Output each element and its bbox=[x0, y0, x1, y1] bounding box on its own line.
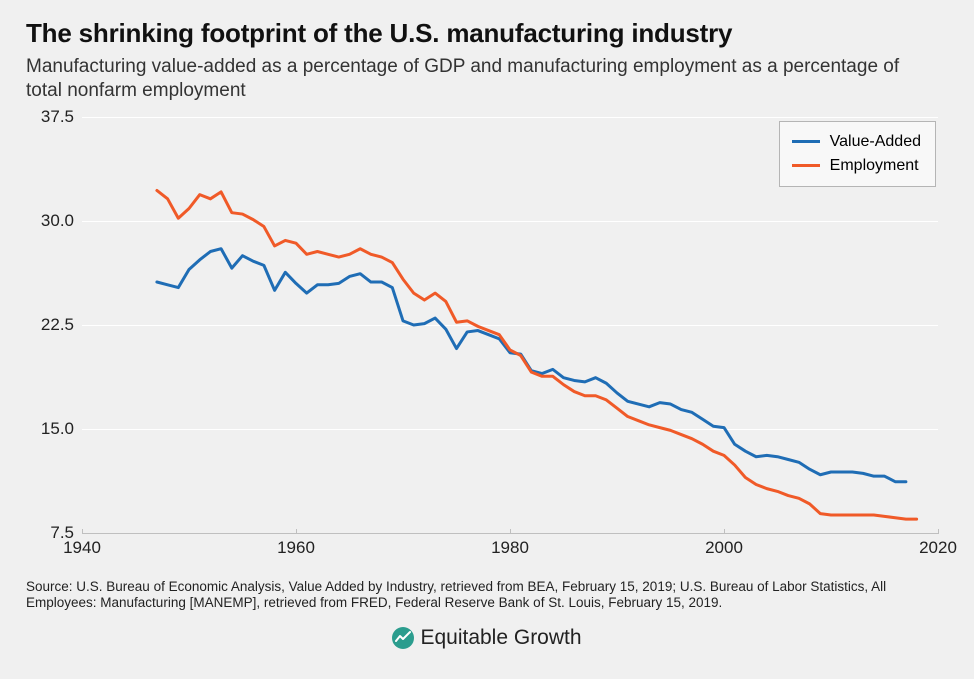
x-tick-mark bbox=[296, 529, 297, 534]
x-tick-label: 1960 bbox=[277, 538, 315, 558]
y-tick-label: 22.5 bbox=[41, 315, 74, 335]
y-axis: 7.515.022.530.037.5 bbox=[26, 117, 82, 557]
legend: Value-Added Employment bbox=[779, 121, 936, 187]
legend-swatch bbox=[792, 164, 820, 167]
x-tick-mark bbox=[938, 529, 939, 534]
series-line bbox=[157, 190, 917, 519]
y-tick-label: 37.5 bbox=[41, 107, 74, 127]
legend-swatch bbox=[792, 140, 820, 143]
x-tick-mark bbox=[724, 529, 725, 534]
x-axis: 19401960198020002020 bbox=[82, 533, 938, 557]
source-note: Source: U.S. Bureau of Economic Analysis… bbox=[26, 579, 948, 613]
plot-area: Value-Added Employment bbox=[82, 117, 938, 533]
figure-container: The shrinking footprint of the U.S. manu… bbox=[0, 0, 974, 679]
x-tick-label: 2020 bbox=[919, 538, 957, 558]
chart-title: The shrinking footprint of the U.S. manu… bbox=[26, 18, 948, 49]
series-line bbox=[157, 248, 906, 481]
brand-name: Equitable Growth bbox=[420, 626, 581, 650]
x-tick-mark bbox=[510, 529, 511, 534]
footer-brand: Equitable Growth bbox=[26, 626, 948, 650]
y-tick-label: 30.0 bbox=[41, 211, 74, 231]
brand-logo-icon bbox=[392, 627, 414, 649]
legend-item: Employment bbox=[792, 154, 921, 178]
x-tick-mark bbox=[82, 529, 83, 534]
x-tick-label: 1980 bbox=[491, 538, 529, 558]
plot-area-wrap: 7.515.022.530.037.5 Value-AddedEmploymen… bbox=[26, 117, 948, 557]
y-tick-label: 15.0 bbox=[41, 419, 74, 439]
legend-label: Employment bbox=[830, 157, 919, 175]
chart-subtitle: Manufacturing value-added as a percentag… bbox=[26, 55, 926, 103]
x-tick-label: 2000 bbox=[705, 538, 743, 558]
legend-label: Value-Added bbox=[830, 133, 921, 151]
x-tick-label: 1940 bbox=[63, 538, 101, 558]
legend-item: Value-Added bbox=[792, 130, 921, 154]
